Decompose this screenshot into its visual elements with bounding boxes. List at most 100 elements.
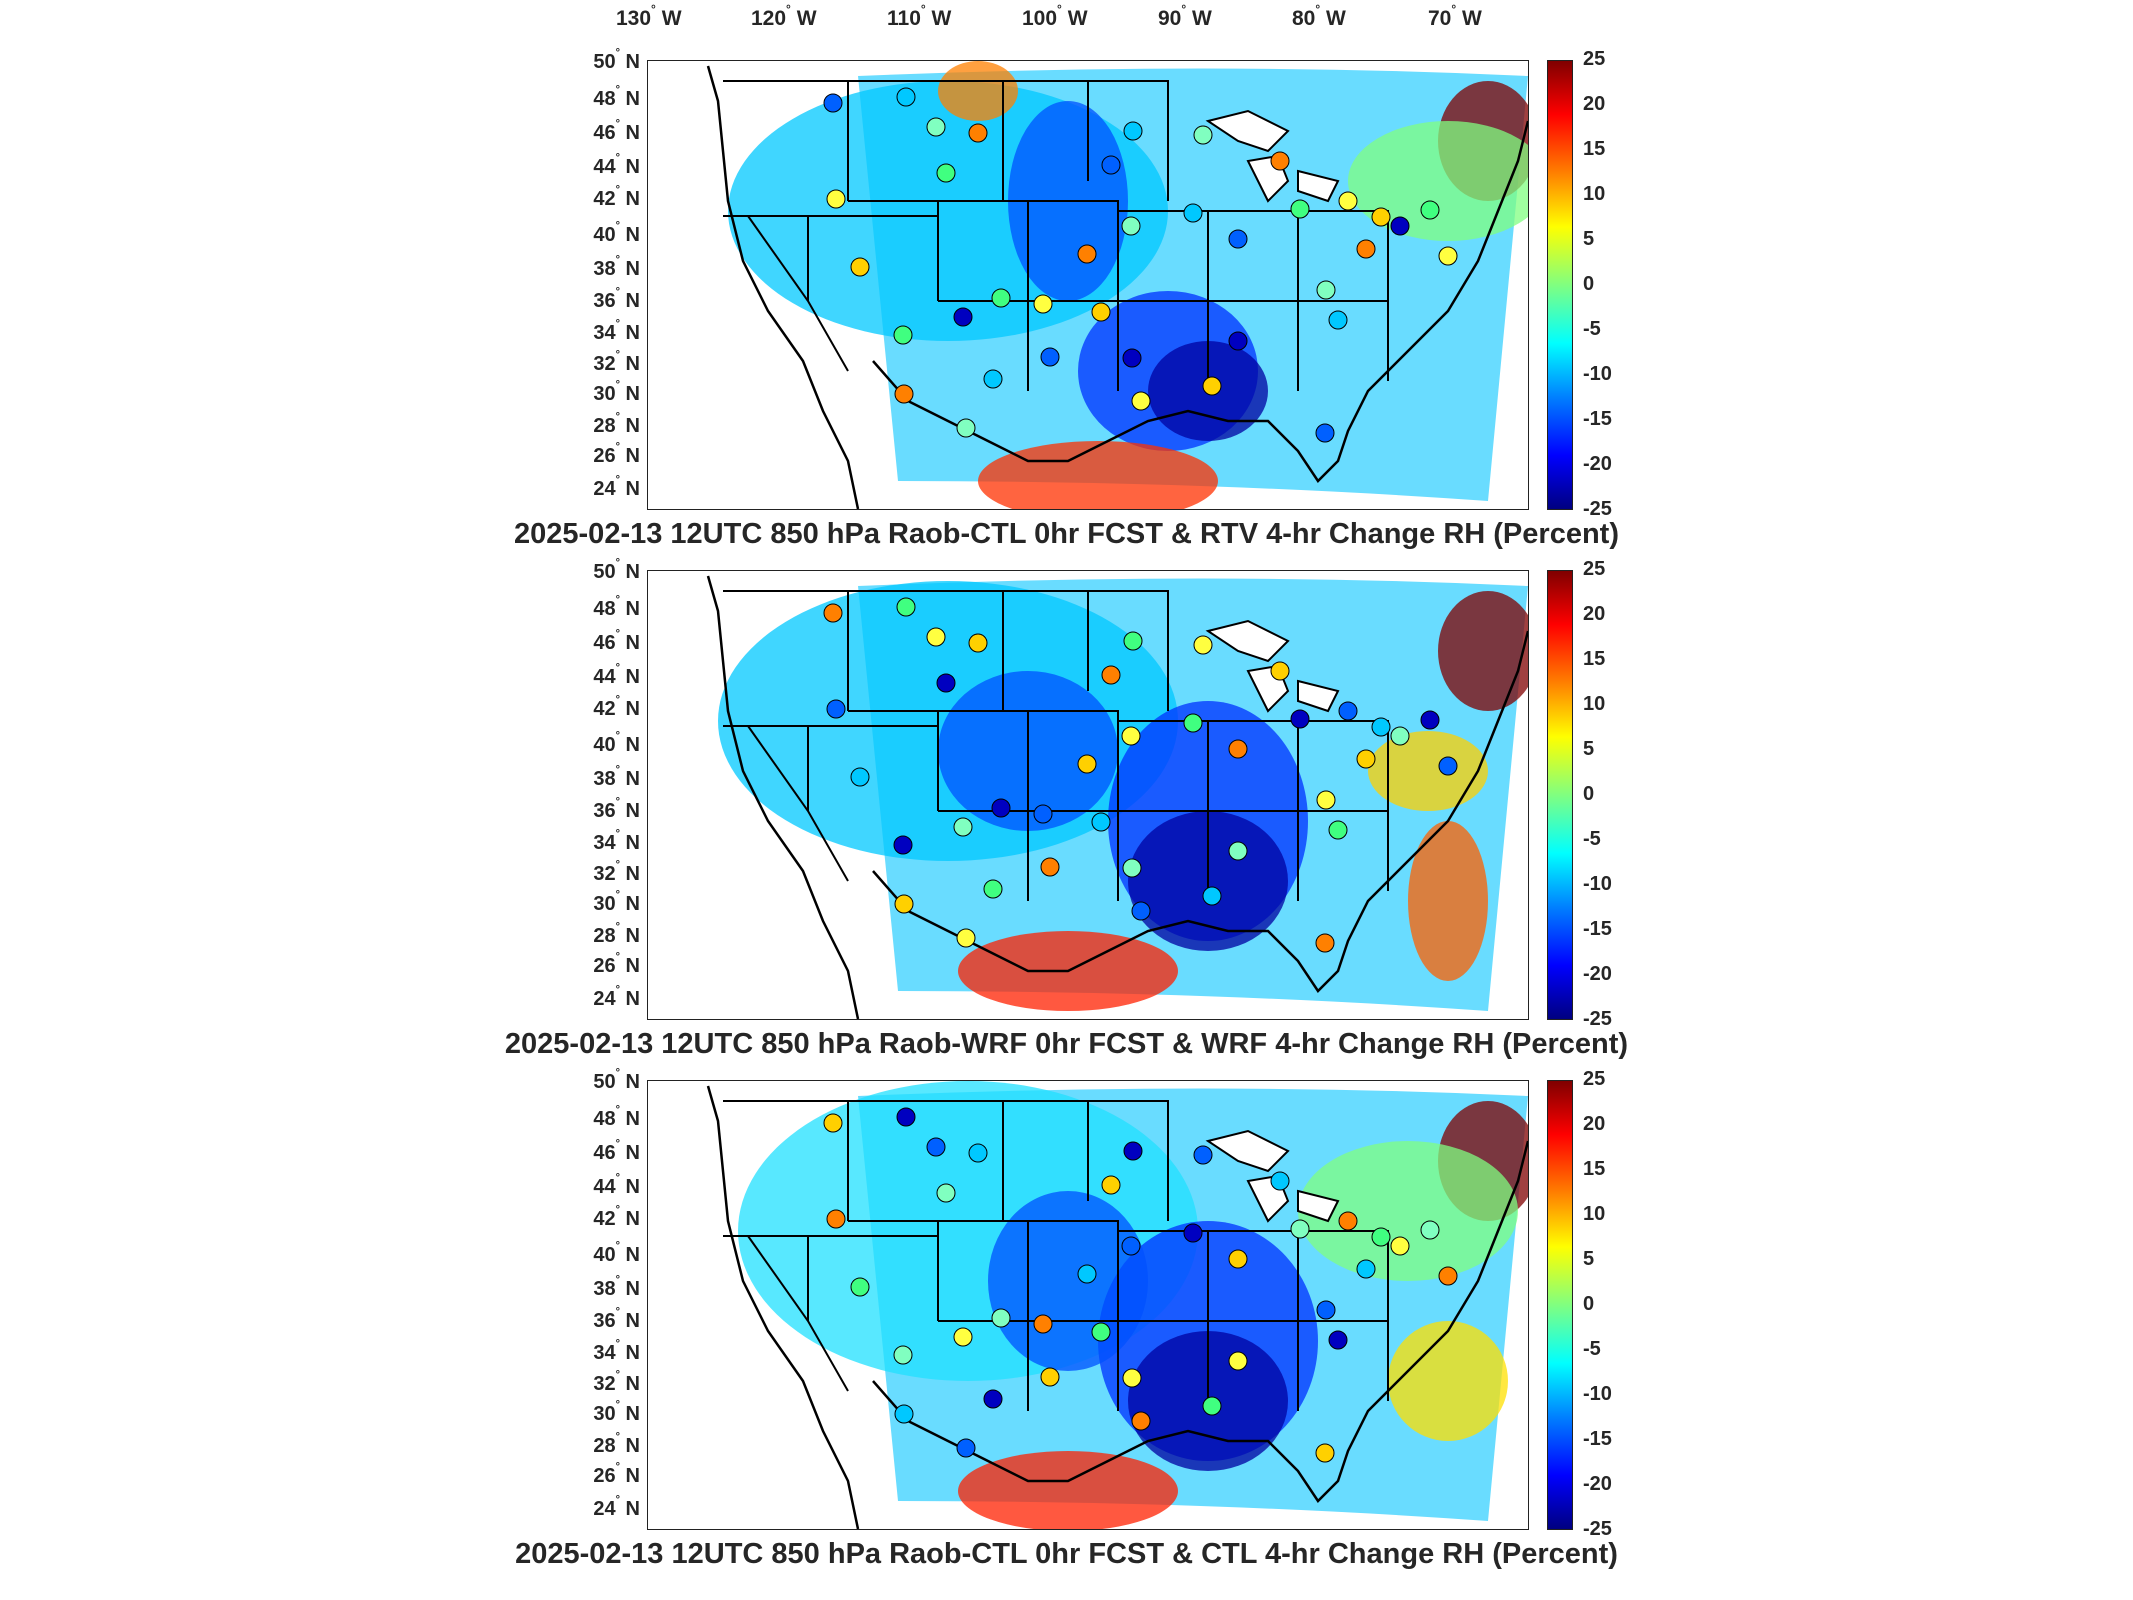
raob-station-marker xyxy=(926,627,946,647)
colorbar-tick: 5 xyxy=(1583,738,1595,760)
raob-station-marker xyxy=(1438,756,1458,776)
lat-label: 44° N xyxy=(593,662,640,688)
raob-station-marker xyxy=(1328,820,1348,840)
raob-station-marker xyxy=(1122,1368,1142,1388)
colorbar-tick: 10 xyxy=(1583,1203,1606,1225)
raob-station-marker xyxy=(1202,376,1222,396)
raob-station-marker xyxy=(1270,151,1290,171)
field-anomaly xyxy=(978,441,1218,509)
raob-station-marker xyxy=(1390,726,1410,746)
lat-label: 34° N xyxy=(593,828,640,854)
lat-label: 50° N xyxy=(593,557,640,583)
raob-station-marker xyxy=(1338,701,1358,721)
raob-station-marker xyxy=(1131,901,1151,921)
raob-station-marker xyxy=(893,1345,913,1365)
raob-station-marker xyxy=(1077,1264,1097,1284)
raob-station-marker xyxy=(1228,1249,1248,1269)
raob-station-marker xyxy=(1033,804,1053,824)
raob-station-marker xyxy=(1121,726,1141,746)
raob-station-marker xyxy=(1390,216,1410,236)
lat-label: 38° N xyxy=(593,254,640,280)
lon-label: 100° W xyxy=(1022,2,1088,30)
field-anomaly xyxy=(1438,591,1528,711)
raob-station-marker xyxy=(1091,1322,1111,1342)
lat-label: 40° N xyxy=(593,1240,640,1266)
raob-station-marker xyxy=(1371,717,1391,737)
colorbar-tick: 5 xyxy=(1583,1248,1595,1270)
raob-station-marker xyxy=(968,123,988,143)
raob-station-marker xyxy=(893,835,913,855)
colorbar-tick: -15 xyxy=(1583,1428,1612,1450)
raob-station-marker xyxy=(1270,661,1290,681)
raob-station-marker xyxy=(1316,1300,1336,1320)
field-anomaly xyxy=(1348,121,1528,241)
map-panel-3: 50° N 48° N 46° N 44° N 42° N 40° N 38° N 36° N… xyxy=(0,1067,2133,1590)
colorbar-tick: 25 xyxy=(1583,48,1606,70)
raob-station-marker xyxy=(896,597,916,617)
panel-title-1: 2025-02-13 12UTC 850 hPa Raob-CTL 0hr FC… xyxy=(514,518,1619,550)
raob-station-marker xyxy=(983,369,1003,389)
raob-station-marker xyxy=(1420,1220,1440,1240)
raob-station-marker xyxy=(1121,1236,1141,1256)
raob-station-marker xyxy=(1290,709,1310,729)
raob-station-marker xyxy=(1193,635,1213,655)
colorbar-tick: -25 xyxy=(1583,1008,1612,1030)
raob-station-marker xyxy=(850,1277,870,1297)
great-lakes xyxy=(1205,619,1340,713)
raob-station-marker xyxy=(1438,246,1458,266)
raob-station-marker xyxy=(1040,1367,1060,1387)
raob-station-marker xyxy=(1356,749,1376,769)
raob-station-marker xyxy=(896,87,916,107)
raob-station-marker xyxy=(1371,1227,1391,1247)
lat-label: 28° N xyxy=(593,921,640,947)
raob-station-marker xyxy=(896,1107,916,1127)
raob-station-marker xyxy=(826,1209,846,1229)
raob-station-marker xyxy=(1033,294,1053,314)
field-anomaly xyxy=(1298,1141,1518,1281)
raob-station-marker xyxy=(991,288,1011,308)
panel-title-2: 2025-02-13 12UTC 850 hPa Raob-WRF 0hr FC… xyxy=(504,1028,1629,1060)
lat-label: 26° N xyxy=(593,1461,640,1487)
field-anomaly xyxy=(1408,821,1488,981)
lat-label: 46° N xyxy=(593,628,640,654)
raob-station-marker xyxy=(1390,1236,1410,1256)
colorbar-tick: 0 xyxy=(1583,1293,1595,1315)
lat-label: 50° N xyxy=(593,1067,640,1093)
raob-station-marker xyxy=(1228,841,1248,861)
colorbar-tick: -5 xyxy=(1583,318,1601,340)
lat-label: 32° N xyxy=(593,349,640,375)
great-lakes xyxy=(1205,109,1340,203)
panel-title-3: 2025-02-13 12UTC 850 hPa Raob-CTL 0hr FC… xyxy=(515,1538,1618,1570)
raob-station-marker xyxy=(894,894,914,914)
raob-station-marker xyxy=(1371,207,1391,227)
raob-station-marker xyxy=(1091,812,1111,832)
field-anomaly xyxy=(938,61,1018,121)
lat-label: 42° N xyxy=(593,694,640,720)
lon-label: 80° W xyxy=(1292,2,1346,30)
colorbar-tick: -10 xyxy=(1583,873,1612,895)
colorbar-tick: -10 xyxy=(1583,1383,1612,1405)
colorbar-tick: -20 xyxy=(1583,963,1612,985)
map-panel-1: 50° N 48° N 46° N 44° N 42° N 40° N 38° N 36° N… xyxy=(0,47,2133,570)
field-layer xyxy=(728,61,1528,509)
colorbar-tick: 5 xyxy=(1583,228,1595,250)
lat-label: 48° N xyxy=(593,84,640,110)
raob-station-marker xyxy=(1202,1396,1222,1416)
colorbar-3 xyxy=(1547,1080,1573,1530)
lat-label: 46° N xyxy=(593,118,640,144)
raob-station-marker xyxy=(1193,1145,1213,1165)
raob-station-marker xyxy=(926,1137,946,1157)
lat-label: 36° N xyxy=(593,796,640,822)
lat-label: 34° N xyxy=(593,318,640,344)
raob-station-marker xyxy=(1316,790,1336,810)
lat-label: 32° N xyxy=(593,1369,640,1395)
colorbar-tick: 25 xyxy=(1583,558,1606,580)
raob-station-marker xyxy=(1101,665,1121,685)
colorbar-tick: -5 xyxy=(1583,828,1601,850)
lat-label: 24° N xyxy=(593,1494,640,1520)
raob-station-marker xyxy=(1123,121,1143,141)
lat-label: 28° N xyxy=(593,411,640,437)
lon-label: 110° W xyxy=(887,2,952,30)
raob-station-marker xyxy=(894,1404,914,1424)
colorbar-tick: 20 xyxy=(1583,1113,1606,1135)
